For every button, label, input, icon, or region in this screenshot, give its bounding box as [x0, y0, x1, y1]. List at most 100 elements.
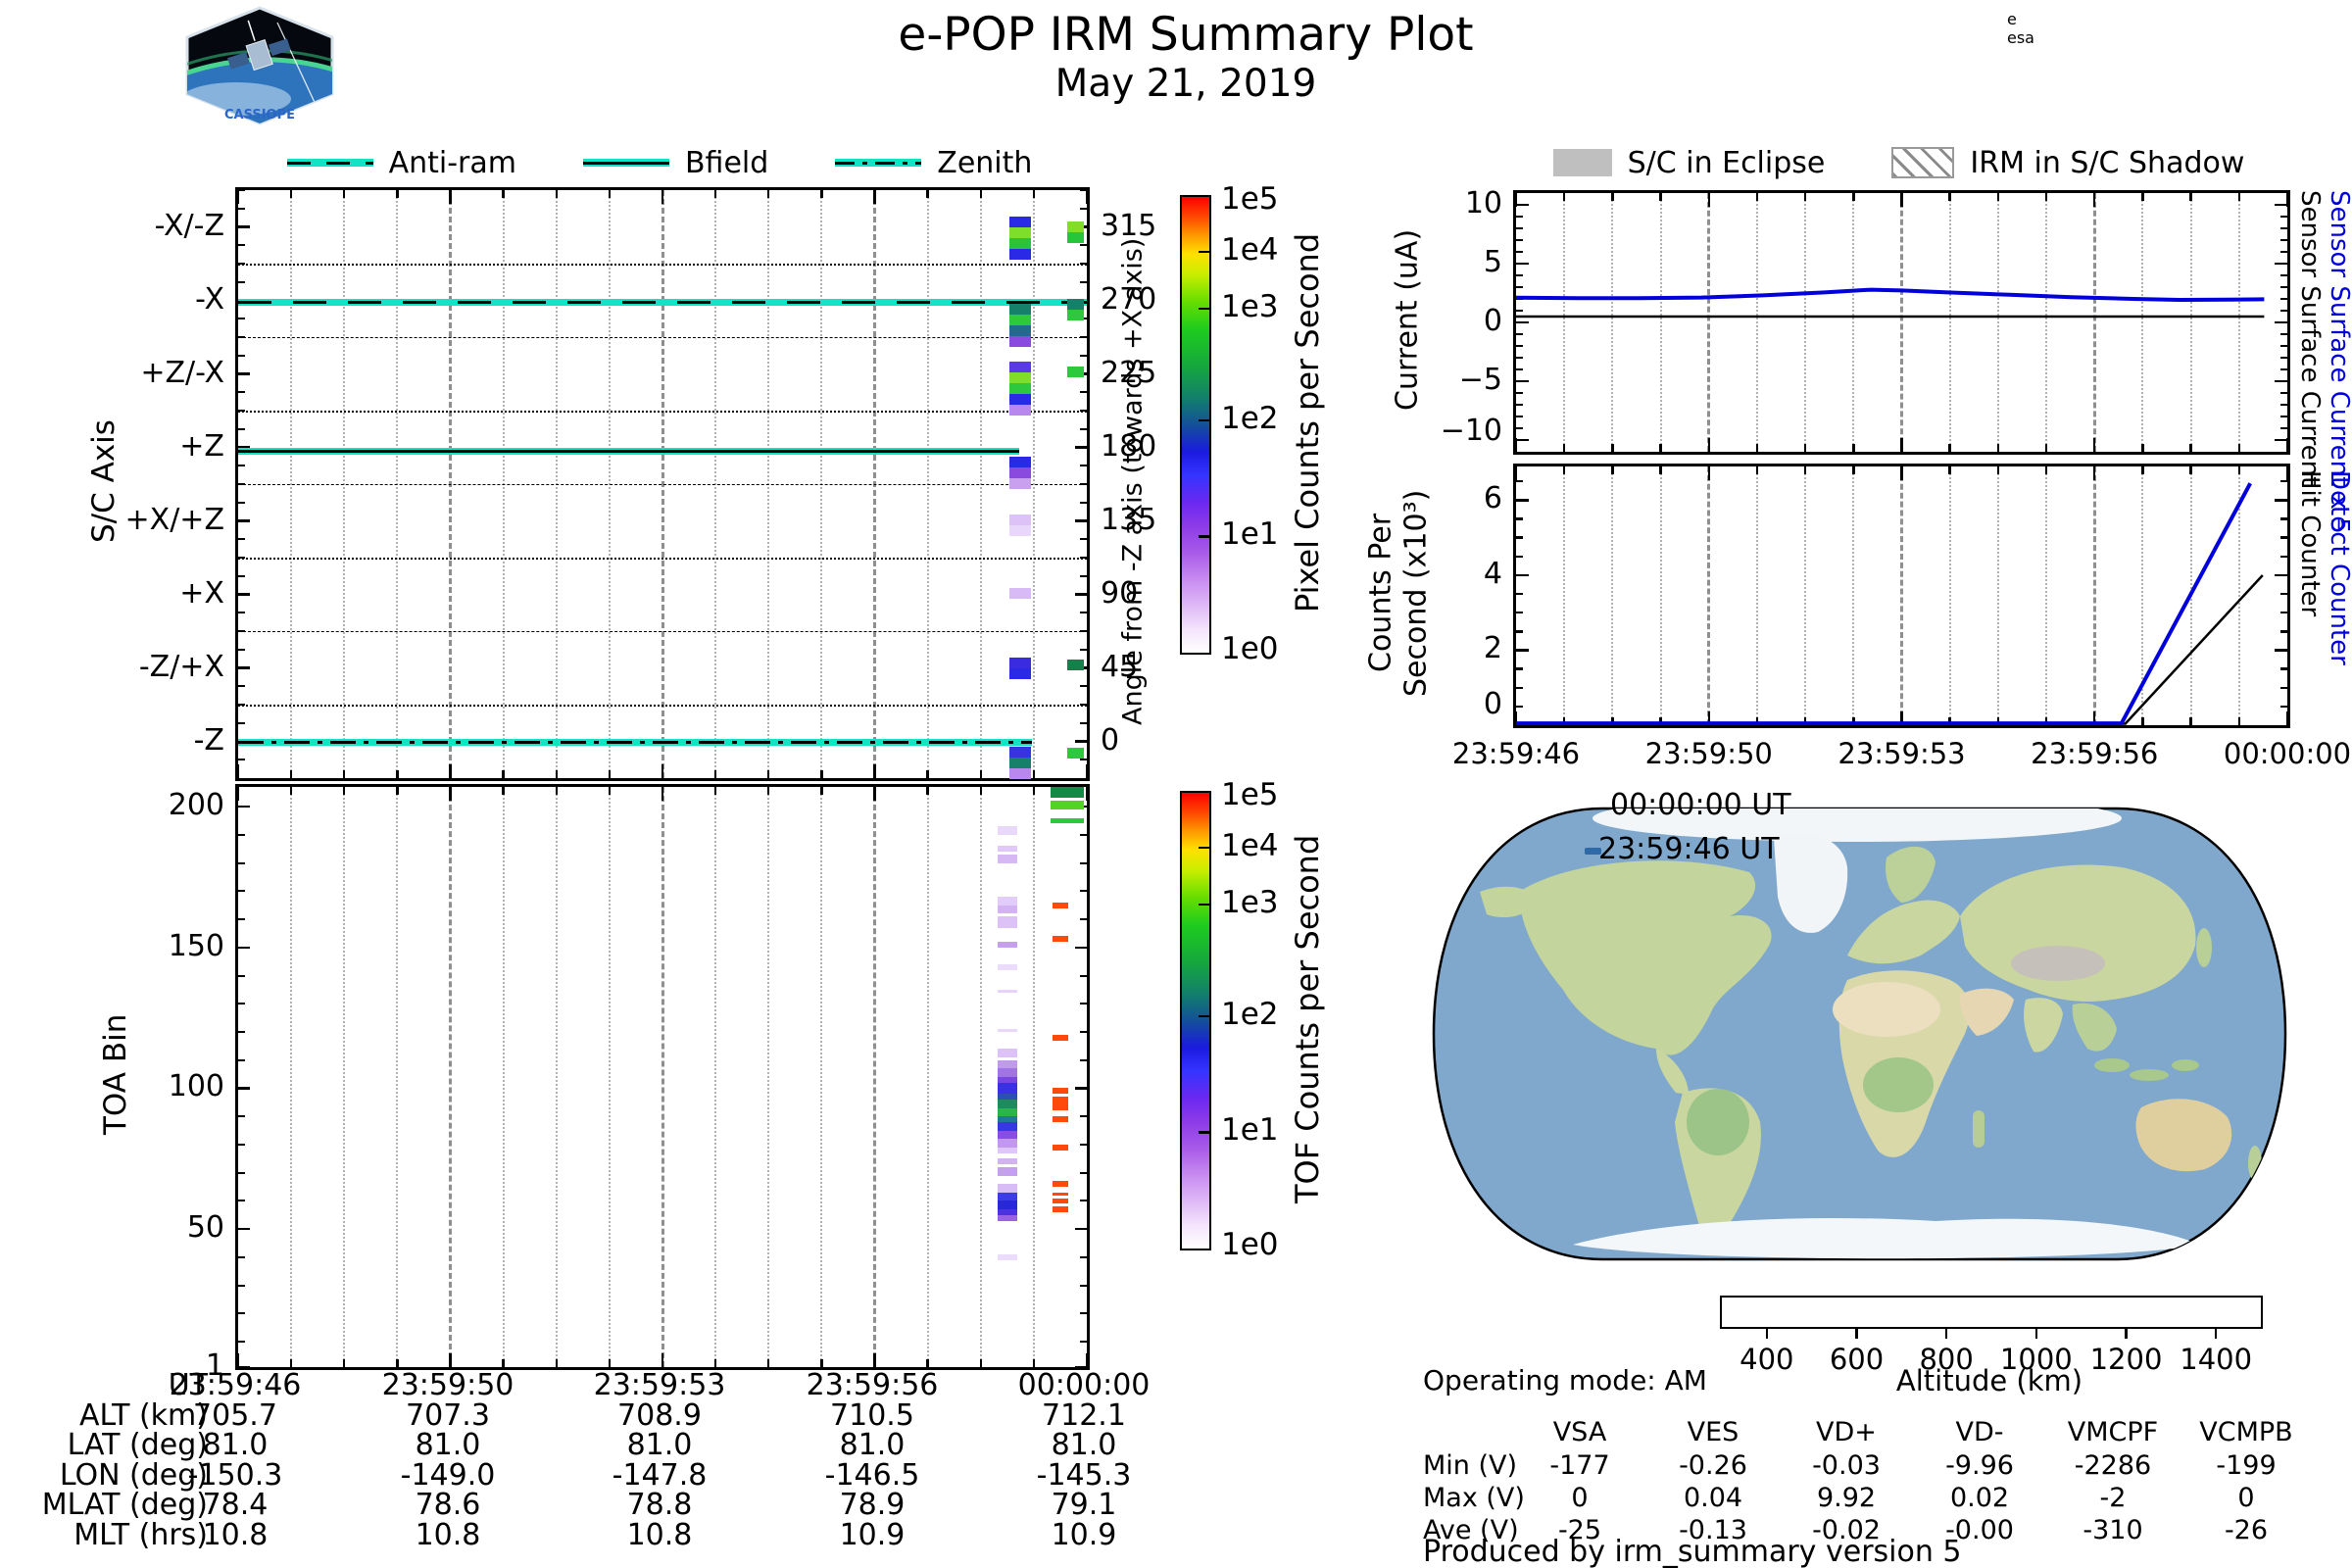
- axis-tick: [661, 764, 664, 778]
- axis-tick: [1611, 466, 1614, 474]
- heat-band: [998, 964, 1017, 970]
- axis-tick: [2280, 592, 2287, 596]
- axis-tick: [820, 770, 823, 778]
- colorbar-tick-label: 1e3: [1221, 288, 1279, 324]
- heat-edge-mark: [1053, 936, 1068, 943]
- grid-line: [608, 787, 611, 1367]
- axis-tick: [1852, 193, 1855, 201]
- grid-line: [2189, 193, 2192, 452]
- cell-value: 0: [2237, 1483, 2255, 1513]
- axis-tick: [1080, 262, 1087, 266]
- column-header: VCMPB: [2199, 1417, 2293, 1447]
- axis-tick: [1514, 711, 1518, 725]
- axis-tick: [289, 770, 293, 778]
- axis-tick: [238, 946, 250, 949]
- grid-line: [1755, 466, 1758, 725]
- colorbar-tick-label: 1000: [1999, 1343, 2073, 1376]
- grid-line: [1032, 787, 1035, 1367]
- axis-tick: [1516, 573, 1529, 577]
- heat-cell: [1067, 298, 1084, 310]
- colorbar-tick: [1944, 1327, 1948, 1339]
- heat-band: [998, 1200, 1017, 1210]
- sensor-current-label: Sensor Surface Current: [2295, 190, 2325, 487]
- axis-tick: [2237, 717, 2240, 725]
- axis-tick: [2280, 356, 2287, 360]
- axis-tick: [2280, 226, 2287, 230]
- grid-line: [1659, 466, 1662, 725]
- grid-line: [2141, 466, 2144, 725]
- heat-band: [998, 854, 1017, 863]
- axis-tick: [238, 974, 245, 977]
- axis-tick: [2141, 717, 2144, 725]
- grid-line: [873, 787, 876, 1367]
- pointing-line: [238, 300, 1087, 305]
- x-tick-label: 23:59:56: [2031, 737, 2159, 770]
- row-label: ALT (km): [79, 1397, 208, 1433]
- y-tick-label: +Z: [179, 428, 224, 464]
- row-label: Max (V): [1423, 1483, 1525, 1513]
- heat-cell: [1009, 767, 1031, 779]
- heat-cell: [1009, 657, 1031, 668]
- axis-tick: [238, 1312, 245, 1315]
- grid-line: [2045, 466, 2048, 725]
- axis-tick: [343, 770, 346, 778]
- axis-tick: [502, 1359, 505, 1367]
- axis-tick: [608, 770, 612, 778]
- eclipse-swatch-icon: [1552, 149, 1612, 176]
- legend-item-bfield: Bfield: [582, 146, 768, 180]
- grid-line: [238, 705, 1087, 707]
- shadow-hatch-swatch-icon: [1891, 147, 1955, 178]
- operating-mode: Operating mode: AM: [1423, 1364, 1707, 1396]
- axis-tick: [1516, 438, 1529, 442]
- axis-tick: [1075, 1227, 1087, 1231]
- produced-by-note: Produced by irm_summary version 5: [1423, 1535, 1962, 1568]
- cell-value: 705.7: [193, 1397, 277, 1433]
- axis-tick: [1516, 226, 1523, 230]
- axis-tick: [1948, 444, 1951, 452]
- axis-tick: [449, 1353, 452, 1367]
- axis-tick: [1080, 1284, 1087, 1287]
- axis-tick: [1516, 612, 1523, 614]
- axis-tick: [236, 764, 240, 778]
- axis-tick: [1080, 833, 1087, 836]
- tof-colorbar-title: TOF Counts per Second: [1289, 834, 1326, 1203]
- axis-tick: [873, 1353, 876, 1367]
- axis-tick: [2275, 203, 2287, 207]
- axis-tick: [1080, 574, 1087, 577]
- angle-tick-label: 180: [1101, 428, 1157, 464]
- axis-tick: [2044, 193, 2048, 201]
- angle-tick-label: 270: [1101, 281, 1157, 317]
- colorbar-tick: [1855, 1327, 1858, 1339]
- axis-tick: [1080, 612, 1087, 614]
- heat-band: [998, 1184, 1017, 1193]
- axis-tick: [1516, 705, 1523, 709]
- axis-tick: [979, 770, 982, 778]
- axis-tick: [2280, 285, 2287, 289]
- axis-tick: [608, 787, 612, 795]
- axis-tick: [1032, 787, 1036, 795]
- axis-tick: [1075, 593, 1087, 596]
- axis-tick: [661, 787, 664, 801]
- axis-tick: [238, 188, 245, 192]
- axis-tick: [1516, 649, 1529, 652]
- colorbar-tick: [2034, 1327, 2038, 1339]
- y-tick-label: 6: [1483, 481, 1502, 516]
- cell-value: -199: [2216, 1450, 2277, 1481]
- axis-tick: [1080, 1312, 1087, 1315]
- axis-tick: [2280, 332, 2287, 336]
- heat-cell: [1009, 757, 1031, 768]
- pointing-legend: Anti-ram Bfield Zenith: [235, 143, 1084, 182]
- heat-cell: [1009, 477, 1031, 489]
- axis-tick: [238, 244, 245, 247]
- column-header: VSA: [1552, 1417, 1607, 1447]
- heat-corner-block: [1051, 817, 1084, 824]
- cell-value: 710.5: [830, 1397, 914, 1433]
- axis-tick: [2280, 344, 2287, 348]
- grid-line: [1804, 466, 1807, 725]
- axis-tick: [238, 538, 245, 541]
- esa-logo: e esa: [2007, 10, 2350, 122]
- axis-tick: [1080, 188, 1087, 192]
- column-header: VD+: [1816, 1417, 1877, 1447]
- heat-band: [998, 1192, 1017, 1201]
